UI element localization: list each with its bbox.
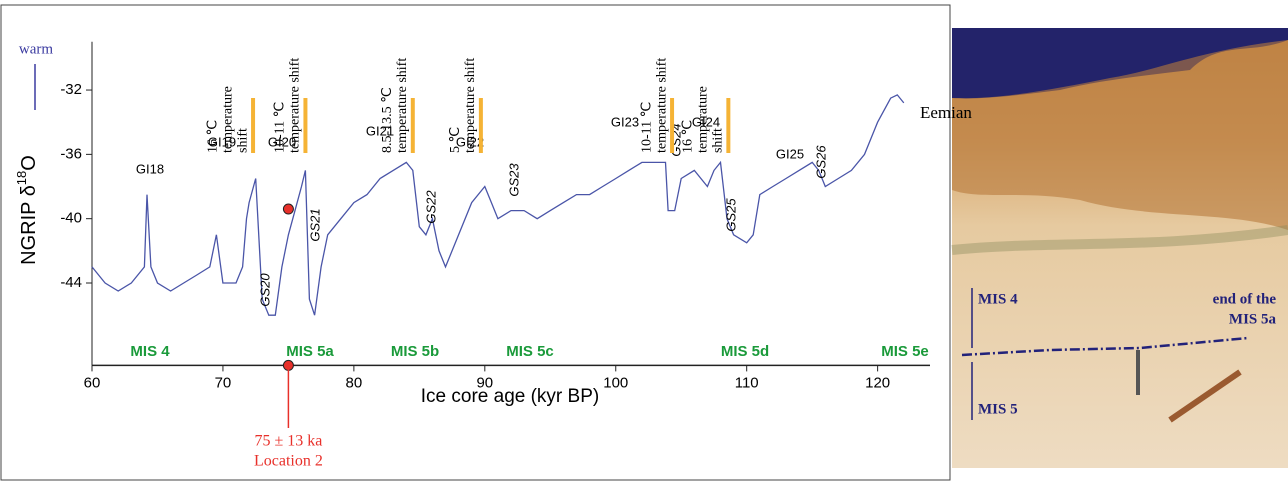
y-tick-label: -36 (60, 145, 82, 162)
y-label-sup: 18 (14, 171, 29, 185)
gs-label: GS21 (307, 208, 322, 241)
stage-label: MIS 5e (881, 343, 929, 360)
gs-label: GS22 (423, 190, 438, 224)
photo-label: MIS 5a (1229, 311, 1277, 327)
gi-label: GI20 (268, 134, 296, 149)
x-tick-label: 80 (346, 374, 363, 391)
data-line (91, 94, 905, 316)
x-axis-label: Ice core age (kyr BP) (421, 386, 599, 407)
gs-label: GS25 (723, 198, 738, 232)
location-dot (282, 359, 294, 371)
stage-label: MIS 4 (130, 343, 170, 360)
y-axis-label: NGRIP δ18O (14, 155, 40, 265)
shift-label: shift (235, 128, 250, 153)
gs-label: GS20 (257, 273, 272, 307)
photo-cliff (952, 40, 1288, 230)
x-tick-label: 60 (84, 374, 101, 391)
warm-label: warm (19, 41, 53, 57)
photo-label: MIS 5 (978, 401, 1018, 417)
eemian-label: Eemian (920, 103, 972, 122)
y-label-part: O (18, 155, 40, 171)
gi-label: GI23 (611, 114, 639, 129)
gi-label: GI22 (456, 134, 484, 149)
boundary-line (961, 336, 1249, 357)
shift-label: 16 ℃ (205, 120, 220, 153)
shift-label: 10-11 ℃ (273, 102, 288, 153)
stage-label: MIS 5b (391, 343, 439, 360)
shift-label: temperature (220, 86, 235, 153)
photo-label: MIS 4 (978, 291, 1018, 307)
chart-frame (0, 4, 951, 481)
shift-label: temperature (696, 86, 711, 153)
shift-label: 16 ℃ (681, 120, 696, 153)
y-label-part: NGRIP δ (18, 185, 40, 265)
photo: MIS 4 end of the MIS 5a MIS 5 (951, 28, 1288, 468)
gi-label: GI24 (692, 114, 720, 129)
shift-label: 10-11 ℃ (639, 102, 654, 153)
x-tick-label: 120 (865, 374, 890, 391)
gs-label: GS26 (813, 145, 828, 179)
photo-pick (1168, 369, 1242, 423)
y-tick-label: -44 (60, 274, 82, 291)
shift-label: 8.5-13.5 ℃ (380, 87, 395, 153)
shift-label: temperature shift (288, 58, 303, 153)
stage-label: MIS 5d (721, 343, 769, 360)
photo-label: end of the (1213, 291, 1277, 307)
photo-sky (952, 28, 1288, 99)
gi-label: GI19 (208, 134, 236, 149)
gi-label: GI21 (366, 123, 394, 138)
x-tick-label: 90 (476, 374, 493, 391)
shift-label: temperature shift (654, 58, 669, 153)
x-tick-label: 110 (735, 374, 759, 391)
photo-bushes (951, 225, 1288, 255)
shift-label: shift (711, 128, 726, 153)
y-tick-label: -40 (60, 210, 82, 227)
gi-label: GI18 (136, 161, 164, 176)
location-age: 75 ± 13 ka (254, 433, 322, 450)
x-tick-label: 100 (603, 374, 628, 391)
location-name: Location 2 (254, 453, 323, 470)
shift-label: 5 ℃ (448, 127, 463, 153)
gs-label: GS23 (506, 163, 521, 197)
x-tick-label: 70 (215, 374, 232, 391)
stage-label: MIS 5c (506, 343, 554, 360)
gi-label: GI25 (776, 146, 804, 161)
stage-label: MIS 5a (286, 343, 334, 360)
y-tick-label: -32 (60, 81, 82, 98)
shift-label: temperature shift (395, 58, 410, 153)
shift-label: temperature shift (463, 58, 478, 153)
sample-point (282, 203, 294, 215)
